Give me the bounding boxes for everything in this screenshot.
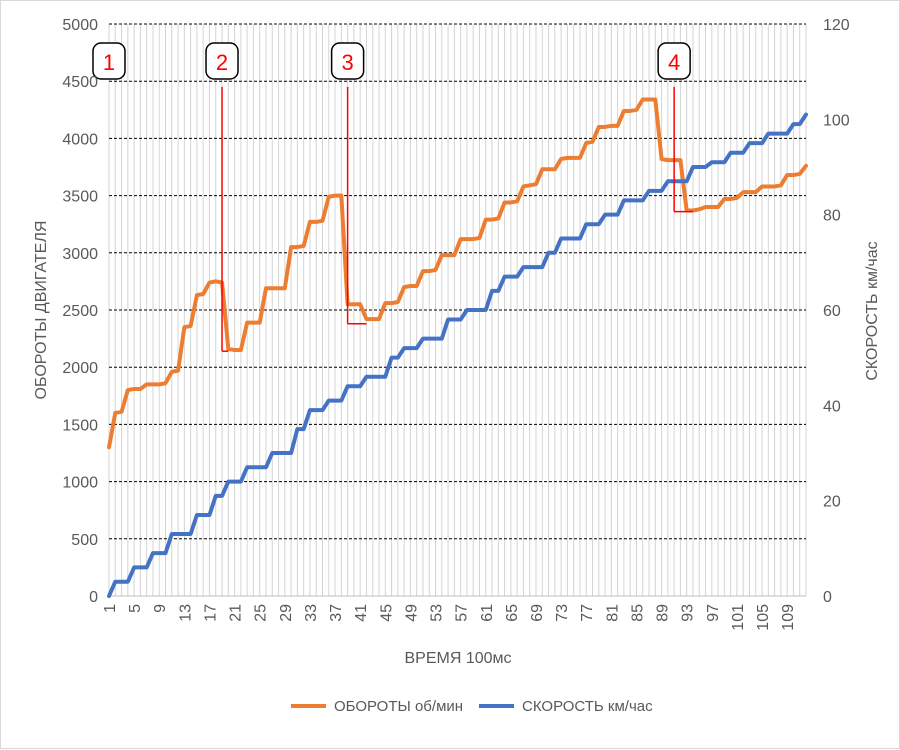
x-tick-label: 45 (378, 604, 395, 622)
x-tick-label: 109 (780, 604, 797, 631)
x-tick-label: 57 (454, 604, 471, 622)
x-tick-label: 77 (579, 604, 596, 622)
y2-axis-ticks: 0 20 40 60 80 100 120 (823, 17, 850, 606)
y-tick-label: 4500 (62, 74, 98, 91)
y-tick-label: 3500 (62, 189, 98, 206)
y-tick-label: 1000 (62, 475, 98, 492)
annotation-marker-label: 4 (668, 50, 680, 75)
x-tick-label: 69 (529, 604, 546, 622)
x-tick-label: 9 (152, 604, 169, 613)
y-axis-title: ОБОРОТЫ ДВИГАТЕЛЯ (33, 221, 50, 400)
y2-tick-label: 0 (823, 589, 832, 606)
y-tick-label: 0 (89, 589, 98, 606)
x-tick-label: 105 (755, 604, 772, 631)
x-axis-ticks: 1 5 9 13 17 21 25 29 33 37 41 45 49 53 57 61 65 69 73 77 81 8… (102, 604, 797, 631)
series-line-speed (107, 112, 808, 598)
legend-label-rpm: ОБОРОТЫ об/мин (334, 698, 463, 715)
y-tick-label: 4000 (62, 131, 98, 148)
y-tick-label: 2000 (62, 360, 98, 377)
annotation-marker-box (330, 42, 365, 80)
x-tick-label: 73 (554, 604, 571, 622)
x-tick-label: 65 (504, 604, 521, 622)
x-tick-label: 1 (102, 604, 119, 613)
x-axis-title: ВРЕМЯ 100мс (404, 650, 511, 667)
y-tick-label: 2500 (62, 303, 98, 320)
annotation-marker-box (657, 42, 691, 80)
y-tick-label: 5000 (62, 17, 98, 34)
horizontal-gridlines (109, 23, 806, 540)
x-tick-label: 13 (177, 604, 194, 622)
x-tick-label: 81 (604, 604, 621, 622)
x-tick-label: 25 (253, 604, 270, 622)
x-tick-label: 61 (479, 604, 496, 622)
series-line-rpm (107, 97, 808, 450)
y2-tick-label: 40 (823, 398, 841, 415)
legend-label-speed: СКОРОСТЬ км/час (522, 698, 653, 715)
x-tick-label: 101 (730, 604, 747, 631)
x-tick-label: 97 (705, 604, 722, 622)
y2-axis-title: СКОРОСТЬ км/час (864, 241, 881, 380)
x-tick-label: 49 (403, 604, 420, 622)
x-tick-label: 85 (629, 604, 646, 622)
annotation-marker-box (205, 42, 239, 80)
x-tick-label: 29 (278, 604, 295, 622)
x-tick-label: 21 (228, 604, 245, 622)
x-tick-label: 33 (303, 604, 320, 622)
y2-tick-label: 80 (823, 208, 841, 225)
x-tick-label: 5 (127, 604, 144, 613)
x-tick-label: 53 (429, 604, 446, 622)
x-tick-label: 41 (353, 604, 370, 622)
x-tick-label: 17 (202, 604, 219, 622)
legend: ОБОРОТЫ об/мин СКОРОСТЬ км/час (291, 698, 653, 715)
annotation-marker-label: 3 (341, 50, 353, 75)
y2-tick-label: 60 (823, 303, 841, 320)
y-tick-label: 500 (71, 532, 98, 549)
y-tick-label: 3000 (62, 246, 98, 263)
annotation-marker-label: 1 (103, 50, 115, 75)
x-tick-label: 93 (680, 604, 697, 622)
annotation-marker-label: 2 (216, 50, 228, 75)
x-tick-label: 37 (328, 604, 345, 622)
annotation-marker-box (92, 42, 126, 80)
y-axis-ticks: 0 500 1000 1500 2000 2500 3000 3500 4000 4500 5000 (62, 17, 98, 606)
y-tick-label: 1500 (62, 417, 98, 434)
x-tick-label: 89 (655, 604, 672, 622)
series-lines (107, 97, 808, 598)
annotations: 1 2 3 4 (92, 42, 693, 352)
y2-tick-label: 20 (823, 494, 841, 511)
y2-tick-label: 100 (823, 112, 850, 129)
y2-tick-label: 120 (823, 17, 850, 34)
